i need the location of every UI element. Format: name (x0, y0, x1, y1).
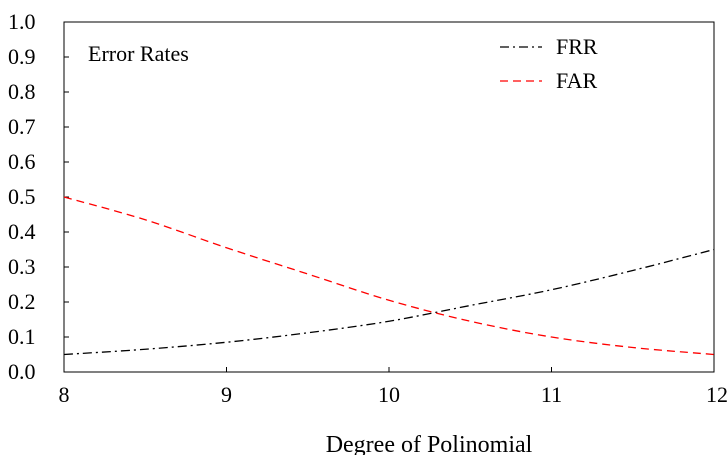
y-tick-label: 0.7 (8, 114, 36, 139)
y-tick-label: 0.4 (8, 219, 36, 244)
legend-label-far: FAR (556, 68, 597, 93)
legend-label-frr: FRR (556, 34, 598, 59)
y-tick-label: 0.0 (8, 359, 36, 384)
x-tick-label: 12 (706, 382, 728, 407)
annotation-error-rates: Error Rates (88, 41, 189, 66)
y-tick-label: 0.5 (8, 184, 36, 209)
y-tick-label: 0.9 (8, 44, 36, 69)
x-tick-label: 11 (541, 382, 562, 407)
legend: FRR FAR (500, 34, 598, 93)
y-tick-label: 0.3 (8, 254, 36, 279)
y-tick-label: 0.1 (8, 324, 36, 349)
series-line-far (63, 196, 715, 356)
x-tick-label: 8 (59, 382, 70, 407)
y-tick-label: 0.6 (8, 149, 36, 174)
x-axis: 8 9 10 11 12 (59, 367, 728, 407)
x-tick-label: 10 (378, 382, 400, 407)
x-tick-label: 9 (221, 382, 232, 407)
x-axis-label: Degree of Polinomial (326, 432, 533, 455)
plot-frame (63, 21, 715, 373)
y-tick-label: 1.0 (8, 9, 36, 34)
series-lines (63, 196, 715, 356)
y-tick-label: 0.8 (8, 79, 36, 104)
series-line-frr (63, 248, 715, 356)
y-tick-label: 0.2 (8, 289, 36, 314)
y-axis: 0.0 0.1 0.2 0.3 0.4 0.5 0.6 0.7 0.8 0.9 1.0 (8, 9, 69, 384)
